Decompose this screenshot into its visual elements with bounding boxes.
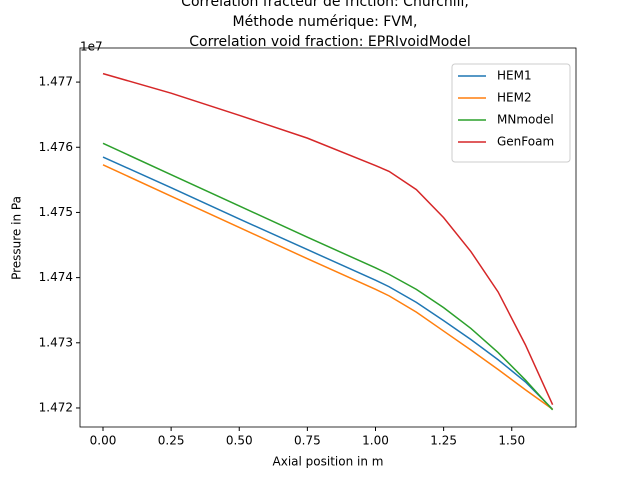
legend-label: GenFoam	[497, 135, 554, 149]
y-tick-label: 1.473	[39, 335, 73, 349]
y-tick-label: 1.472	[39, 400, 73, 414]
x-tick-label: 1.25	[430, 434, 457, 448]
legend-label: MNmodel	[497, 113, 554, 127]
legend-label: HEM2	[497, 91, 532, 105]
chart-title: Correlation fracteur de friction: Church…	[181, 0, 469, 10]
legend-label: HEM1	[497, 69, 532, 83]
chart-title: Correlation void fraction: EPRIvoidModel	[189, 34, 470, 50]
x-axis-label: Axial position in m	[273, 455, 384, 469]
series-line	[102, 164, 554, 410]
y-axis-label: Pressure in Pa	[10, 196, 24, 280]
plot-frame	[79, 47, 577, 428]
series-line	[102, 156, 554, 410]
y-tick-label: 1.474	[39, 270, 73, 284]
x-tick-label: 0.25	[158, 434, 185, 448]
series-line	[102, 142, 554, 411]
legend-box	[451, 63, 571, 163]
chart-title: Méthode numérique: FVM,	[233, 14, 418, 30]
y-offset-label: 1e7	[80, 40, 103, 54]
x-tick-label: 0.50	[226, 434, 253, 448]
series-line	[102, 72, 554, 406]
y-tick-label: 1.477	[39, 75, 73, 89]
x-tick-label: 1.00	[362, 434, 389, 448]
x-tick-label: 0.75	[294, 434, 321, 448]
x-tick-label: 0.00	[90, 434, 117, 448]
y-tick-label: 1.475	[39, 205, 73, 219]
y-tick-label: 1.476	[39, 140, 73, 154]
x-tick-label: 1.50	[498, 434, 525, 448]
